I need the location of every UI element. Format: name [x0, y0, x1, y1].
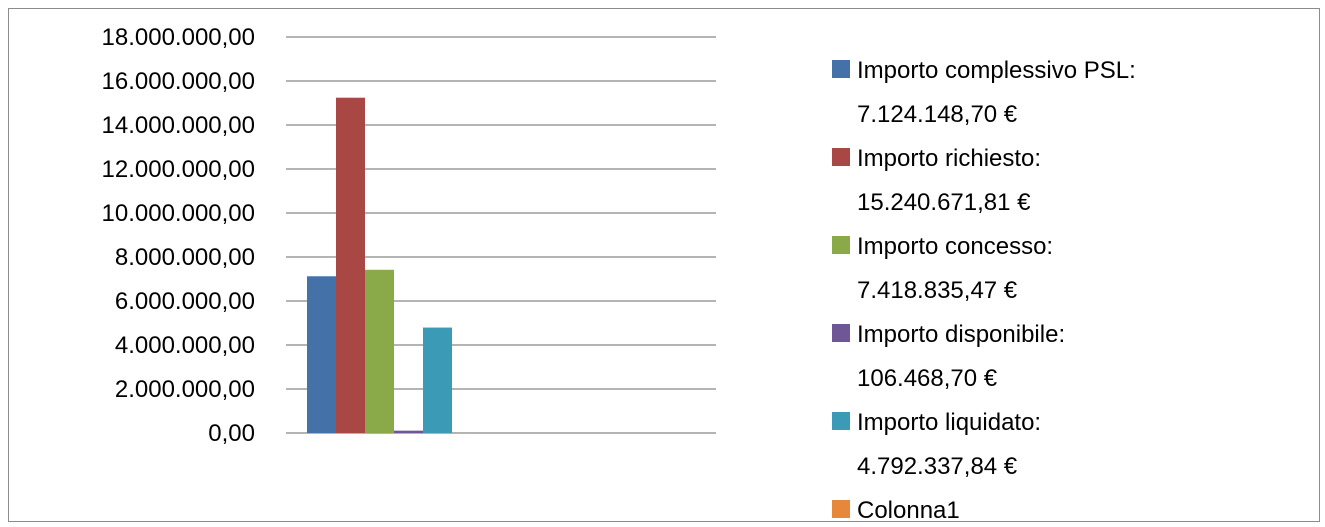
legend-swatch-1	[832, 60, 850, 78]
legend-value-2: 15.240.671,81 €	[857, 189, 1031, 216]
legend-label-6: Colonna1	[857, 497, 960, 524]
bar-5	[423, 327, 452, 433]
bar-1	[307, 276, 336, 433]
legend-swatch-4	[832, 324, 850, 342]
y-tick-label: 14.000.000,00	[102, 112, 255, 139]
y-tick-label: 8.000.000,00	[115, 244, 255, 271]
legend-swatch-5	[832, 412, 850, 430]
legend: Importo complessivo PSL: 7.124.148,70 € Im…	[832, 57, 1136, 524]
legend-label-1: Importo complessivo PSL:	[857, 57, 1136, 84]
y-axis-tick-labels: 0,00 2.000.000,00 4.000.000,00 6.000.000,00…	[102, 24, 255, 447]
y-tick-label: 6.000.000,00	[115, 288, 255, 315]
legend-swatch-3	[832, 236, 850, 254]
y-tick-label: 10.000.000,00	[102, 200, 255, 227]
legend-label-5: Importo liquidato:	[857, 409, 1041, 436]
bar-3	[365, 269, 394, 433]
y-tick-label: 18.000.000,00	[102, 24, 255, 51]
y-tick-label: 16.000.000,00	[102, 68, 255, 95]
legend-swatch-2	[832, 148, 850, 166]
y-tick-label: 12.000.000,00	[102, 156, 255, 183]
bars	[307, 97, 452, 433]
legend-label-3: Importo concesso:	[857, 233, 1053, 260]
legend-value-1: 7.124.148,70 €	[857, 101, 1018, 128]
bar-4	[394, 430, 423, 433]
legend-swatch-6	[832, 500, 850, 518]
legend-value-4: 106.468,70 €	[857, 365, 998, 392]
bar-2	[336, 97, 365, 433]
y-tick-label: 0,00	[208, 420, 255, 447]
legend-label-4: Importo disponibile:	[857, 321, 1065, 348]
legend-label-2: Importo richiesto:	[857, 145, 1041, 172]
chart-frame	[8, 8, 1320, 522]
y-tick-label: 2.000.000,00	[115, 376, 255, 403]
legend-value-5: 4.792.337,84 €	[857, 453, 1018, 480]
y-tick-label: 4.000.000,00	[115, 332, 255, 359]
legend-value-3: 7.418.835,47 €	[857, 277, 1018, 304]
